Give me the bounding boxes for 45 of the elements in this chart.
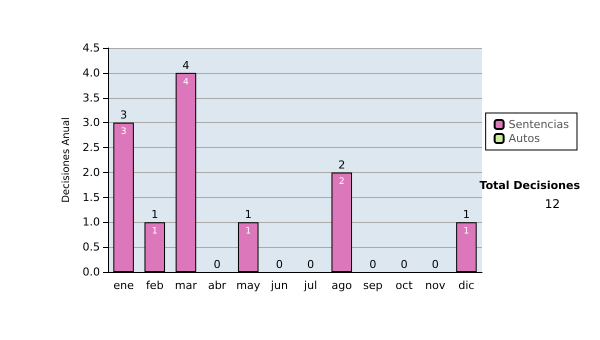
y-axis-title: Decisiones Anual	[61, 117, 72, 203]
y-tick-label: 4.5	[82, 42, 100, 54]
x-tick-label: dic	[458, 279, 474, 292]
y-tick-label: 0.0	[82, 266, 100, 278]
total-label: 0	[307, 258, 314, 271]
y-tick-label: 2.0	[82, 166, 100, 179]
x-tick-label: ago	[332, 279, 352, 292]
data-label: 1	[245, 226, 252, 237]
y-tick-label: 4.0	[82, 66, 100, 80]
total-label: 4	[182, 58, 190, 72]
total-label: 0	[276, 258, 283, 271]
x-tick-label: oct	[396, 279, 414, 292]
data-label: 1	[464, 226, 470, 237]
total-label: 0	[214, 258, 221, 271]
y-tick-label: 0.5	[82, 240, 100, 254]
x-tick-label: may	[236, 279, 261, 292]
data-label: 1	[152, 226, 158, 237]
x-tick-label: ene	[113, 279, 134, 292]
data-label: 2	[338, 176, 345, 187]
total-label: 1	[462, 208, 470, 222]
legend-label: Sentencias	[508, 118, 570, 131]
x-tick-label: jun	[270, 279, 288, 292]
text: 12	[544, 197, 560, 211]
y-tick-label: 3.5	[82, 91, 100, 104]
total-label: 2	[338, 158, 346, 172]
data-label: 4	[183, 77, 190, 88]
total-label: 1	[244, 208, 252, 222]
x-tick-label: feb	[146, 279, 164, 292]
total-label: 1	[151, 208, 158, 222]
x-tick-label: jul	[303, 279, 318, 292]
y-tick-label: 2.5	[82, 141, 100, 154]
y-tick-label: 3.0	[82, 116, 100, 130]
total-label: 3	[120, 108, 128, 122]
legend-label: Autos	[508, 132, 540, 145]
x-tick-label: abr	[208, 279, 227, 292]
total-label: 0	[400, 258, 408, 271]
annotation: Total Decisiones	[480, 179, 580, 192]
data-label: 3	[120, 127, 126, 138]
total-label: 0	[369, 258, 376, 271]
y-tick-label: 1.5	[82, 190, 100, 204]
y-tick-label: 1.0	[82, 216, 100, 229]
total-label: 0	[432, 258, 439, 271]
x-tick-label: mar	[174, 279, 198, 292]
x-tick-label: sep	[363, 279, 383, 292]
x-tick-label: nov	[425, 279, 446, 292]
